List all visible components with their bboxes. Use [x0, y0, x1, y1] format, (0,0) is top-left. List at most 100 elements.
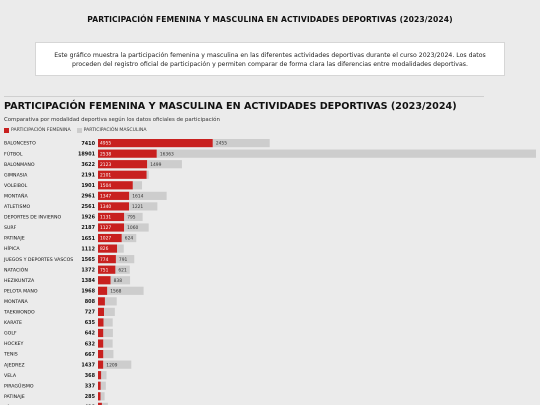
total-label: 285 — [85, 394, 96, 400]
female-bar — [98, 181, 133, 190]
female-bar — [98, 286, 108, 295]
male-value-label: 791 — [119, 257, 128, 263]
chart-subtitle: Comparativa por modalidad deportiva segú… — [4, 117, 220, 123]
female-bar — [98, 255, 116, 264]
female-value-label: 751 — [100, 267, 109, 273]
total-label: 1384 — [81, 278, 95, 284]
legend-swatch-female — [4, 128, 9, 133]
female-bar — [98, 350, 104, 359]
female-bar — [98, 297, 105, 306]
male-bar — [101, 402, 108, 405]
legend-label-female: PARTICIPACIÓN FEMENINA — [11, 128, 71, 133]
category-label: AJEDREZ — [4, 362, 25, 368]
category-label: HEZIKUNTZA — [4, 278, 35, 284]
male-bar — [107, 286, 144, 295]
page-title: PARTICIPACIÓN FEMENINA Y MASCULINA EN AC… — [87, 15, 453, 24]
category-label: GOLF — [4, 331, 17, 337]
category-label: MONTAÑA — [4, 298, 28, 305]
female-bar — [98, 402, 102, 405]
male-bar — [100, 381, 106, 390]
male-bar — [212, 139, 270, 148]
category-label: KARATE — [4, 320, 22, 326]
male-bar — [132, 181, 143, 190]
male-bar — [103, 328, 113, 338]
male-bar — [100, 392, 105, 401]
female-bar — [98, 360, 104, 369]
category-label: TENIS — [3, 352, 18, 358]
male-bar — [103, 339, 113, 348]
male-bar — [104, 307, 115, 316]
category-label: HÍPICA — [4, 245, 20, 252]
category-label: MONTAÑA — [4, 192, 28, 199]
total-label: 18901 — [78, 151, 96, 157]
male-bar — [117, 244, 124, 253]
female-bar — [98, 381, 101, 390]
total-label: 3622 — [81, 162, 95, 168]
legend-item-female: PARTICIPACIÓN FEMENINA — [4, 128, 71, 133]
category-label: SURF — [4, 225, 17, 231]
male-bar — [129, 191, 167, 200]
male-bar — [156, 149, 536, 158]
category-label: PELOTA MANO — [4, 288, 38, 294]
category-label: GIMNASIA — [4, 172, 28, 178]
female-bar — [98, 223, 125, 232]
female-bar — [98, 276, 111, 285]
female-value-label: 2538 — [100, 151, 111, 157]
male-value-label: 1499 — [150, 162, 161, 168]
female-bar — [98, 307, 105, 316]
category-label: ATLETISMO — [4, 204, 31, 210]
total-label: 667 — [85, 352, 96, 358]
male-bar — [124, 212, 143, 222]
total-label: 635 — [85, 320, 96, 326]
male-value-label: 795 — [127, 215, 136, 221]
category-label: PATINAJE — [4, 394, 25, 400]
total-label: 7410 — [81, 141, 95, 147]
male-bar — [115, 255, 135, 264]
male-bar — [115, 265, 130, 274]
total-label: 337 — [85, 383, 96, 389]
female-value-label: 1027 — [100, 236, 111, 242]
total-label: 1372 — [81, 267, 95, 273]
male-value-label: 1060 — [127, 225, 138, 231]
total-label: 1437 — [81, 362, 95, 368]
male-bar — [103, 360, 132, 369]
male-value-label: 624 — [125, 236, 134, 242]
female-bar — [98, 265, 116, 274]
total-label: 1968 — [81, 289, 95, 295]
category-label: DEPORTES DE INVIERNO — [4, 215, 62, 221]
female-value-label: 1127 — [100, 225, 111, 231]
male-value-label: 1221 — [132, 204, 143, 210]
female-value-label: 2123 — [100, 162, 111, 168]
male-bar — [101, 371, 107, 380]
female-bar — [98, 318, 104, 327]
total-label: 1112 — [81, 246, 95, 252]
male-bar — [147, 160, 182, 169]
total-label: 2187 — [81, 225, 95, 231]
female-bar — [98, 160, 148, 169]
category-label: VOLEIBOL — [4, 183, 28, 189]
female-bar — [98, 328, 104, 338]
male-bar — [124, 223, 149, 232]
category-label: BALONMANO — [4, 162, 35, 168]
category-label: PIRAGÜISMO — [4, 382, 34, 389]
male-value-label: 1209 — [106, 362, 117, 368]
male-value-label: 621 — [118, 267, 127, 273]
male-value-label: 16363 — [160, 151, 174, 157]
male-bar — [146, 170, 149, 179]
male-bar — [110, 276, 131, 285]
male-bar — [103, 318, 113, 327]
female-bar — [98, 149, 157, 158]
total-label: 2561 — [81, 204, 95, 210]
total-label: 632 — [85, 341, 95, 347]
female-bar — [98, 233, 122, 243]
category-label: JUEGOS Y DEPORTES VASCOS — [3, 257, 73, 263]
male-bar — [104, 297, 117, 306]
bar-chart: BALONCESTO 7410 4955 2455 FÚTBOL 18901 2538 163… — [3, 139, 536, 405]
female-bar — [98, 371, 102, 380]
female-bar — [98, 244, 118, 253]
female-value-label: 826 — [100, 246, 109, 252]
total-label: 727 — [85, 310, 96, 316]
description-text: Este gráfico muestra la participación fe… — [54, 52, 486, 68]
total-label: 642 — [85, 331, 95, 337]
total-label: 368 — [85, 373, 96, 379]
